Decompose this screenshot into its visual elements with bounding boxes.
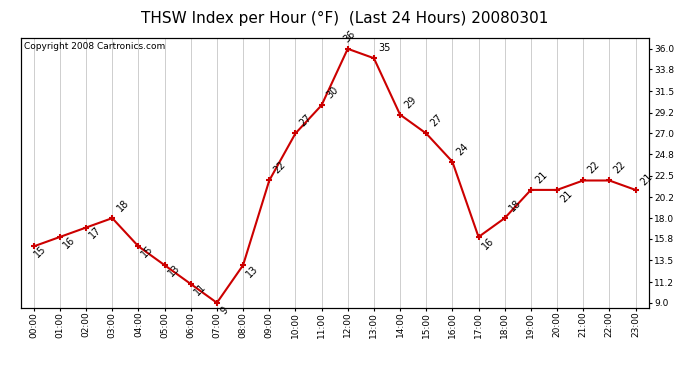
- Text: 18: 18: [507, 198, 523, 213]
- Text: 22: 22: [272, 160, 288, 176]
- Text: 21: 21: [638, 171, 654, 187]
- Text: THSW Index per Hour (°F)  (Last 24 Hours) 20080301: THSW Index per Hour (°F) (Last 24 Hours)…: [141, 11, 549, 26]
- Text: 21: 21: [533, 170, 549, 185]
- Text: 11: 11: [192, 281, 208, 297]
- Text: 16: 16: [480, 236, 495, 251]
- Text: 27: 27: [298, 113, 314, 129]
- Text: Copyright 2008 Cartronics.com: Copyright 2008 Cartronics.com: [24, 42, 165, 51]
- Text: 21: 21: [558, 188, 574, 204]
- Text: 27: 27: [428, 113, 445, 129]
- Text: 24: 24: [455, 141, 471, 157]
- Text: 9: 9: [218, 304, 230, 316]
- Text: 35: 35: [378, 44, 390, 54]
- Text: 13: 13: [166, 262, 181, 278]
- Text: 15: 15: [140, 244, 155, 260]
- Text: 17: 17: [88, 225, 103, 241]
- Text: 36: 36: [341, 28, 357, 44]
- Text: 22: 22: [586, 160, 602, 176]
- Text: 13: 13: [244, 264, 260, 279]
- Text: 18: 18: [115, 198, 130, 213]
- Text: 30: 30: [324, 85, 340, 100]
- Text: 15: 15: [32, 244, 48, 260]
- Text: 22: 22: [612, 160, 628, 176]
- Text: 29: 29: [403, 94, 419, 110]
- Text: 16: 16: [61, 234, 77, 250]
